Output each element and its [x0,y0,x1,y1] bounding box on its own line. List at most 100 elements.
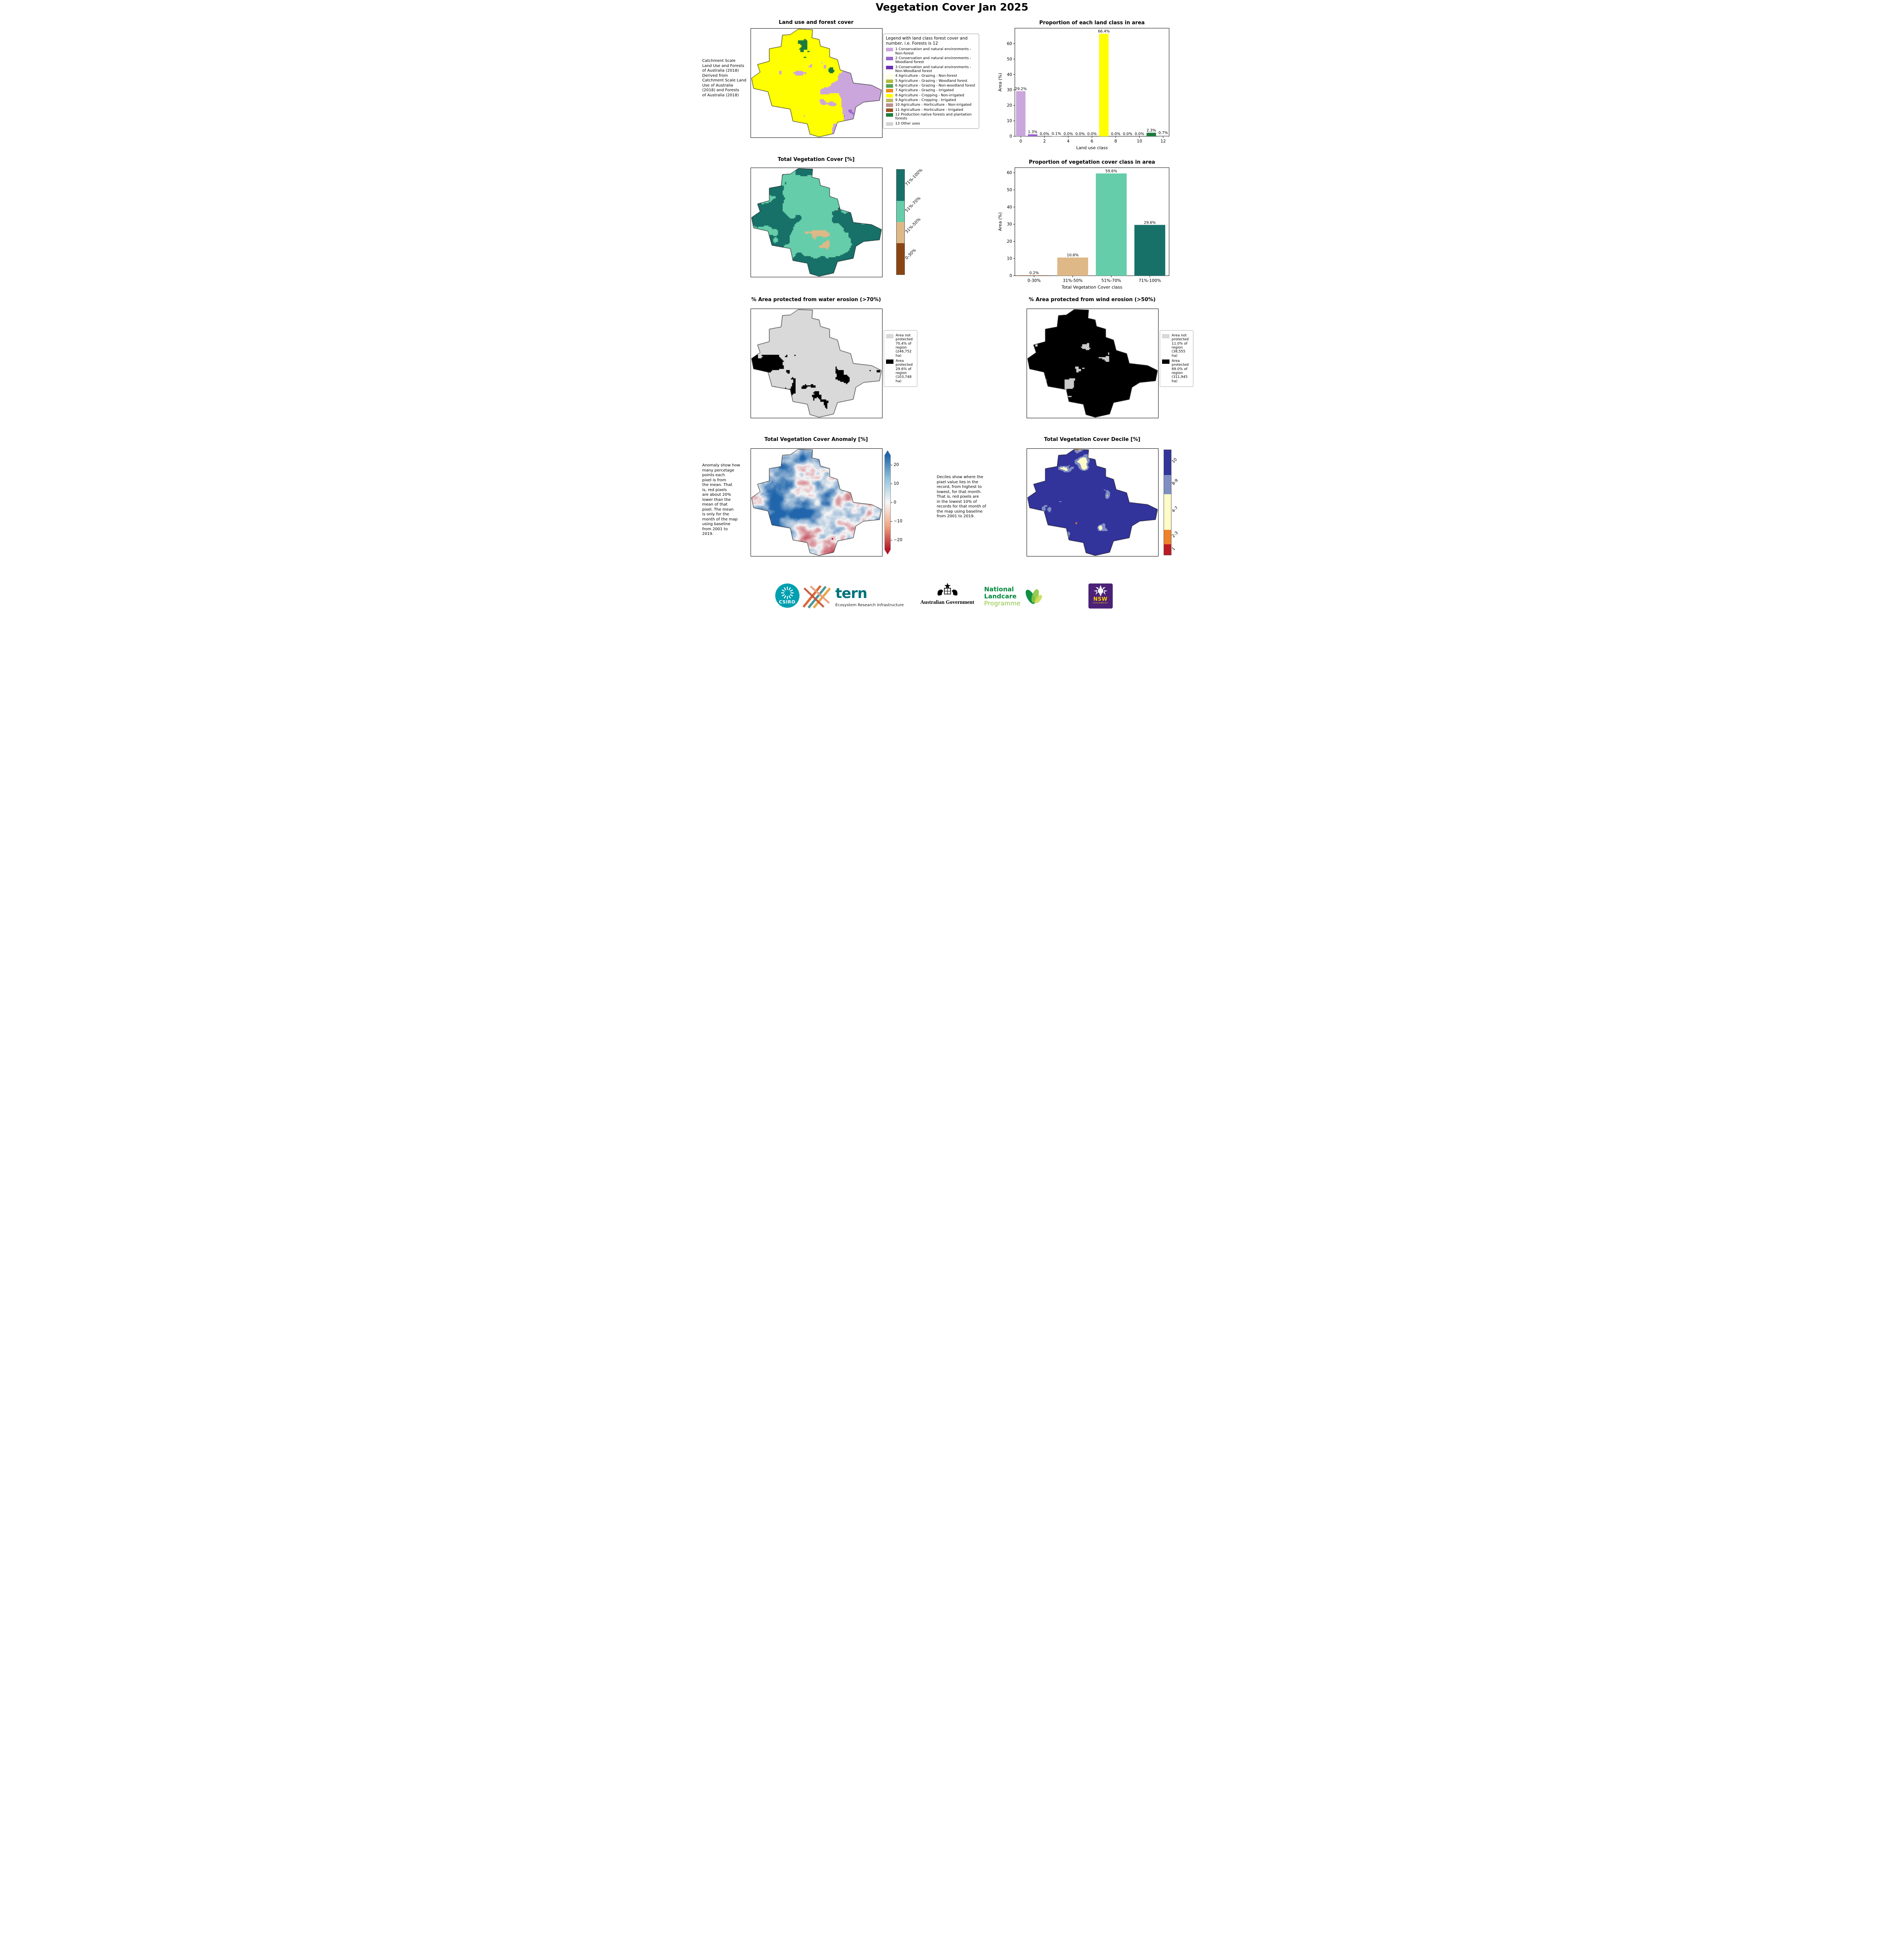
bar [1027,134,1038,136]
legend-item: 5 Agriculture - Grazing - Woodland fores… [886,79,976,83]
water-erosion-map [750,309,883,418]
landuse-map [750,28,883,138]
colorbar-segment [1164,450,1171,475]
svg-text:30: 30 [1007,222,1012,227]
decile-colorbar: 10 8-9 4-7 2-3 1 [1163,450,1179,555]
landuse-bar-chart: Proportion of each land class in area 0 10… [996,19,1172,154]
bar [1134,225,1165,276]
legend-swatch [886,334,893,338]
svg-text:Land use class: Land use class [1076,145,1108,150]
vegcover-bar-chart: Proportion of vegetation cover class in … [996,158,1172,293]
nlp-word-programme: Programme [984,599,1021,607]
legend-label: 12 Production native forests and plantat… [895,113,972,121]
landcare-leaves-icon [1025,589,1042,604]
svg-text:0.7%: 0.7% [1158,131,1168,135]
colorbar-segment [1164,529,1171,545]
svg-text:0: 0 [1009,134,1012,139]
legend-label: 8 Agriculture - Cropping - Non-irrigated [895,93,964,98]
vegcover-proportion-svg: Proportion of vegetation cover class in … [998,159,1169,290]
water-erosion-title: % Area protected from water erosion (>70… [751,297,881,303]
svg-text:10.6%: 10.6% [1067,253,1078,258]
anomaly-map-canvas [751,449,882,556]
legend-swatch [1162,359,1169,364]
svg-text:0.1%: 0.1% [1052,132,1061,136]
water-erosion-legend-items: Area not protected 70.4% of region (246,… [886,334,915,383]
decile-caption: Deciles show where the pixel value lies … [937,475,986,518]
legend-label: 4 Agriculture - Grazing - Non-forest [895,74,957,78]
legend-label: Area not protected 11.0% of region (38,5… [1171,334,1189,358]
colorbar-segment-label: 8-9 [1171,478,1179,486]
vegetation-report-page: Vegetation Cover Jan 2025 Land use and f… [701,0,1203,622]
nlp-word-landcare: Landcare [984,592,1017,600]
legend-label: Area protected 89.0% of region (311,945 … [1171,359,1189,383]
svg-text:6: 6 [1090,139,1093,144]
colorbar-tick [890,521,892,522]
csiro-circle: CSIRO [775,583,799,608]
svg-text:0.0%: 0.0% [1063,132,1073,136]
legend-item: Area protected 29.6% of region (103,748 … [886,359,915,383]
svg-text:8: 8 [1114,139,1117,144]
csiro-logo: CSIRO [775,583,800,609]
decile-map-title: Total Vegetation Cover Decile [%] [1044,437,1141,443]
australian-government-crest-icon [937,583,957,596]
legend-item: 1 Conservation and natural environments … [886,47,976,56]
svg-text:0: 0 [1019,139,1022,144]
tern-subtitle: Ecosystem Research Infrastructure [835,603,904,607]
bar [1099,34,1108,137]
anomaly-map-title: Total Vegetation Cover Anomaly [%] [764,437,868,443]
australian-government-wordmark: Australian Government [920,599,975,605]
svg-text:12: 12 [1160,139,1166,144]
colorbar-segment [896,201,904,222]
svg-text:29.2%: 29.2% [1015,87,1027,91]
colorbar-segment-label: 0-30% [904,247,917,261]
landuse-legend: Legend with land class forest cover and … [883,34,979,129]
legend-item: Area not protected 70.4% of region (246,… [886,334,915,358]
legend-swatch [886,122,893,126]
svg-text:Proportion of vegetation cover: Proportion of vegetation cover class in … [1029,159,1155,165]
colorbar-segment-label: 1 [1171,546,1176,551]
wind-erosion-map [1026,309,1159,418]
legend-swatch [886,359,893,364]
svg-text:0.0%: 0.0% [1040,132,1049,136]
colorbar-tick-label: 20 [893,462,899,467]
colorbar-tick-label: 10 [893,481,899,486]
waratah-icon [1093,585,1108,596]
page-title: Vegetation Cover Jan 2025 [875,2,1029,13]
legend-label: 3 Conservation and natural environments … [895,65,971,73]
legend-label: 13 Other uses [895,121,920,126]
svg-text:0.2%: 0.2% [1029,271,1039,275]
svg-text:Proportion of each land class: Proportion of each land class in area [1039,20,1144,26]
legend-item: Area protected 89.0% of region (311,945 … [1162,359,1191,383]
decile-map [1026,448,1159,556]
legend-label: Area not protected 70.4% of region (246,… [895,334,913,358]
nsw-government-label: GOVERNMENT [1093,602,1108,604]
legend-item: Area not protected 11.0% of region (38,5… [1162,334,1191,358]
colorbar-tick [890,502,892,503]
indigenous-art-motif [802,585,831,609]
tern-wordmark: tern [835,585,868,601]
anomaly-colorbar: 20 10 0 −10 −20 [884,450,912,555]
landuse-map-title: Land use and forest cover [779,20,854,25]
bar [1158,135,1168,136]
bar [1016,91,1025,136]
legend-item: 6 Agriculture - Grazing - Non-woodland f… [886,84,976,88]
vegcover-colorbar: 71%-100% 51%-70% 31%-50% 0-30% [896,168,923,275]
svg-text:0-30%: 0-30% [1027,278,1041,283]
svg-text:40: 40 [1007,205,1012,210]
landuse-map-canvas [751,29,882,137]
vegcover-map-title: Total Vegetation Cover [%] [778,157,855,163]
colorbar-tick-label: −20 [893,538,902,542]
colorbar-tick-label: 0 [893,500,897,505]
csiro-starburst-icon [781,586,794,600]
wind-erosion-legend-items: Area not protected 11.0% of region (38,5… [1162,334,1191,383]
bar [1057,257,1088,276]
svg-text:10: 10 [1007,119,1012,123]
landuse-legend-title: Legend with land class forest cover and … [886,36,968,46]
bar [1018,275,1050,276]
legend-swatch [886,94,893,98]
legend-label: Area protected 29.6% of region (103,748 … [895,359,913,383]
legend-label: 7 Agriculture - Grazing - Irrigated [895,89,954,93]
vegcover-map [750,168,883,277]
legend-swatch [886,74,893,78]
australian-government-logo: Australian Government [920,582,975,605]
